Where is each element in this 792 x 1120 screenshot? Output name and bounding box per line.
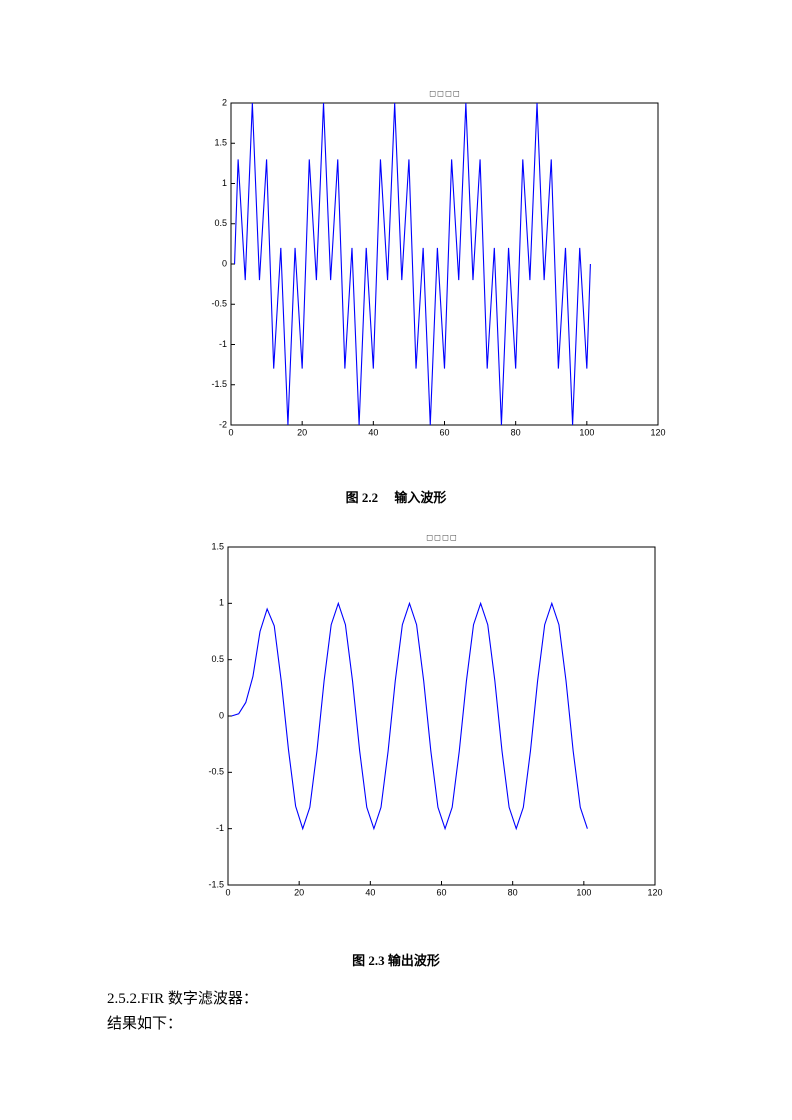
paragraph: 结果如下： (107, 1016, 183, 1032)
caption: 图 2.2 输入波形 (345, 490, 447, 505)
y-tick-label: -1.5 (211, 379, 227, 389)
x-tick-label: 100 (579, 427, 594, 437)
data-line (234, 102, 591, 426)
x-tick-label: 20 (297, 427, 307, 437)
y-tick-label: 1 (219, 598, 224, 608)
y-tick-label: 2 (222, 97, 227, 107)
y-tick-label: -2 (219, 419, 227, 429)
y-tick-label: -0.5 (208, 767, 224, 777)
x-tick-label: 120 (647, 887, 662, 897)
x-tick-label: 20 (294, 887, 304, 897)
axes-box (230, 102, 659, 426)
figure: □ □ □ □ 0 20 40 60 80 100 120 -1.5 -1 -0.5 0 0.5 1 1.5 (208, 532, 662, 897)
y-tick-label: 1 (222, 178, 227, 188)
x-tick-label: 60 (436, 887, 446, 897)
y-tick-label: 0.5 (214, 218, 227, 228)
x-tick-label: 0 (228, 427, 233, 437)
x-tick-label: 80 (511, 427, 521, 437)
x-tick-label: 40 (365, 887, 375, 897)
paragraph: 2.5.2.FIR 数字滤波器： (107, 991, 258, 1007)
y-tick-label: 1.5 (214, 138, 227, 148)
x-tick-label: 0 (225, 887, 230, 897)
y-tick-label: 0 (222, 258, 227, 268)
y-tick-label: -1 (216, 823, 224, 833)
y-tick-label: 1.5 (211, 541, 224, 551)
axes-box (227, 546, 656, 886)
chart-title: □ □ □ □ (430, 88, 460, 98)
x-tick-label: 80 (508, 887, 518, 897)
chart-title: □ □ □ □ (427, 532, 457, 542)
x-tick-label: 40 (368, 427, 378, 437)
x-tick-label: 100 (576, 887, 591, 897)
figure: □ □ □ □ 0 20 40 60 80 100 120 -2 -1.5 -1 -0.5 0 0.5 1 1… (211, 88, 665, 437)
y-tick-label: 0 (219, 710, 224, 720)
y-tick-label: -1 (219, 339, 227, 349)
y-tick-label: -0.5 (211, 299, 227, 309)
x-tick-label: 60 (439, 427, 449, 437)
y-tick-label: -1.5 (208, 879, 224, 889)
x-tick-label: 120 (650, 427, 665, 437)
caption: 图 2.3 输出波形 (352, 953, 440, 968)
y-tick-label: 0.5 (211, 654, 224, 664)
data-line (231, 601, 588, 831)
